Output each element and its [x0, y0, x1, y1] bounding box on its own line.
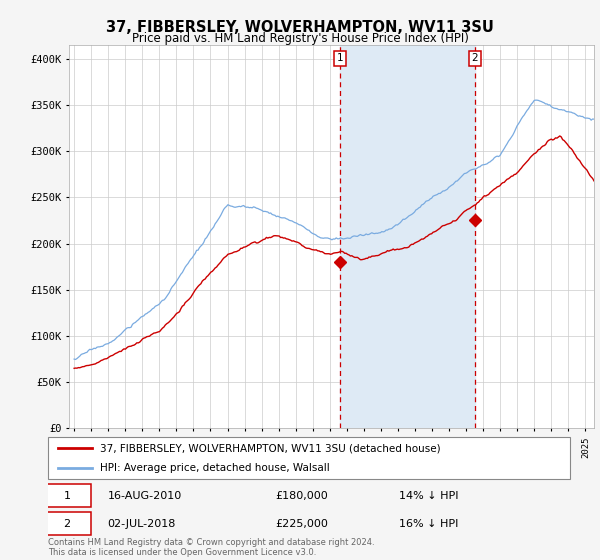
- Text: 2: 2: [64, 519, 70, 529]
- Text: 02-JUL-2018: 02-JUL-2018: [107, 519, 176, 529]
- FancyBboxPatch shape: [43, 512, 91, 535]
- FancyBboxPatch shape: [48, 437, 570, 479]
- Text: 16-AUG-2010: 16-AUG-2010: [107, 491, 182, 501]
- Text: 16% ↓ HPI: 16% ↓ HPI: [399, 519, 458, 529]
- FancyBboxPatch shape: [43, 484, 91, 507]
- Text: £180,000: £180,000: [275, 491, 328, 501]
- Text: 37, FIBBERSLEY, WOLVERHAMPTON, WV11 3SU: 37, FIBBERSLEY, WOLVERHAMPTON, WV11 3SU: [106, 20, 494, 35]
- Text: 14% ↓ HPI: 14% ↓ HPI: [399, 491, 458, 501]
- Text: Price paid vs. HM Land Registry's House Price Index (HPI): Price paid vs. HM Land Registry's House …: [131, 32, 469, 45]
- Text: 2: 2: [472, 53, 478, 63]
- Text: 1: 1: [337, 53, 344, 63]
- Text: £225,000: £225,000: [275, 519, 328, 529]
- Text: HPI: Average price, detached house, Walsall: HPI: Average price, detached house, Wals…: [100, 463, 330, 473]
- Text: 1: 1: [64, 491, 70, 501]
- Text: Contains HM Land Registry data © Crown copyright and database right 2024.
This d: Contains HM Land Registry data © Crown c…: [48, 538, 374, 557]
- Bar: [340, 45, 475, 428]
- Text: 37, FIBBERSLEY, WOLVERHAMPTON, WV11 3SU (detached house): 37, FIBBERSLEY, WOLVERHAMPTON, WV11 3SU …: [100, 443, 441, 453]
